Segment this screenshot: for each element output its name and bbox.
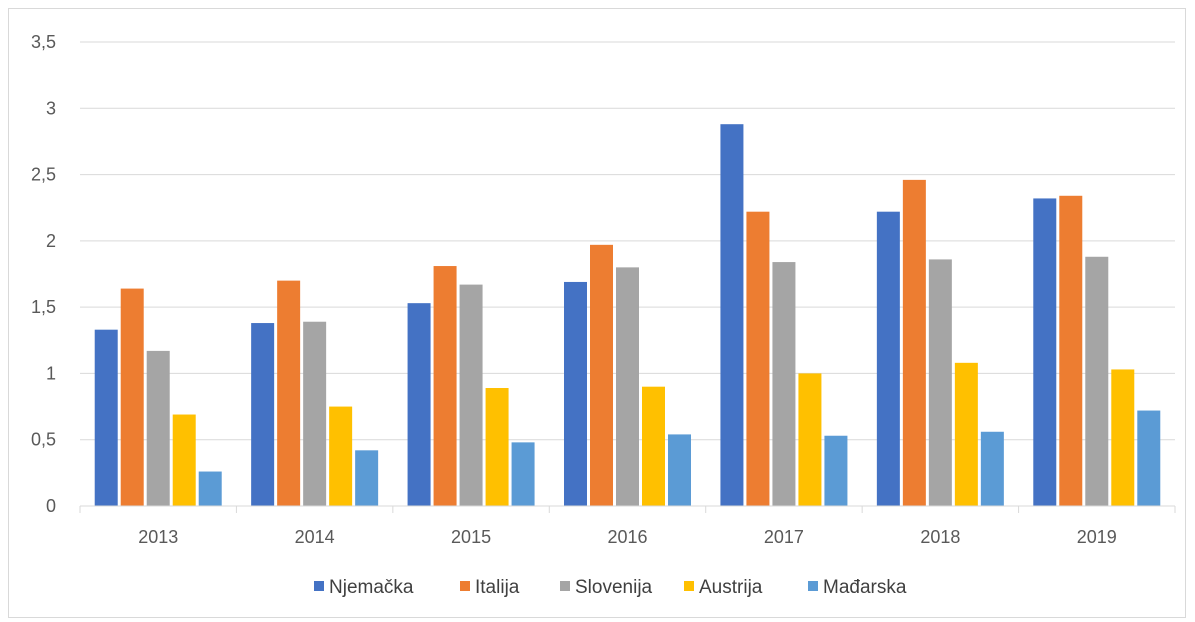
bar-2016-series-3 [642,386,665,506]
bar-2017-series-3 [798,373,822,506]
legend-swatch [808,581,818,591]
bar-2019-series-2 [1085,256,1109,506]
bar-2018-series-3 [954,362,978,506]
legend: Njemačka Italija Slovenija Austrija Mađarska [314,577,907,598]
legend-item: Italija [460,577,520,598]
bar-2017-series-1 [746,211,770,507]
y-tick-label: 0 [46,496,56,516]
bar-2014-series-0 [251,323,275,506]
legend-label: Njemačka [329,577,414,598]
bar-2019-series-1 [1059,195,1083,507]
y-tick-label: 1,5 [31,297,56,317]
bars [94,124,1161,507]
bar-2017-series-0 [720,124,744,507]
bar-2019-series-0 [1033,198,1057,507]
bar-2015-series-1 [433,266,457,506]
bar-2014-series-1 [277,280,301,506]
bar-2016-series-2 [616,267,639,506]
bar-2013-series-3 [172,414,196,506]
y-tick-label: 2 [46,231,56,251]
legend-swatch [314,581,324,591]
bar-2017-series-2 [772,262,796,506]
x-tick-label: 2018 [920,527,960,547]
y-tick-label: 0,5 [31,430,56,450]
legend-label: Slovenija [575,577,653,598]
bar-2014-series-2 [303,321,327,506]
bar-2019-series-3 [1111,369,1135,506]
x-tick-label: 2016 [607,527,647,547]
bar-2013-series-4 [198,471,222,506]
legend-item: Njemačka [314,577,414,598]
legend-swatch [460,581,470,591]
bar-2015-series-2 [459,284,483,506]
legend-item: Mađarska [808,577,907,598]
y-tick-label: 3 [46,98,56,118]
bar-2014-series-3 [329,406,353,506]
bar-2016-series-0 [564,281,587,506]
legend-item: Slovenija [560,577,653,598]
x-axis [79,505,1176,513]
bar-2019-series-4 [1137,410,1161,506]
legend-label: Mađarska [823,577,907,598]
bar-2014-series-4 [355,450,379,506]
legend-swatch [684,581,694,591]
bar-2018-series-1 [902,179,926,507]
x-tick-label: 2014 [295,527,335,547]
x-tick-label: 2017 [764,527,804,547]
bar-2018-series-2 [928,259,952,506]
bar-2013-series-2 [146,350,170,506]
legend-label: Austrija [699,577,763,598]
y-tick-label: 1 [46,363,56,383]
bar-2016-series-4 [668,434,691,506]
bar-2018-series-0 [876,211,900,507]
legend-swatch [560,581,570,591]
y-tick-label: 3,5 [31,32,56,52]
x-tick-label: 2015 [451,527,491,547]
bar-2017-series-4 [824,435,848,506]
y-axis-tick-labels: 0 0,5 1 1,5 2 2,5 3 3,5 [31,32,56,516]
bar-2015-series-4 [511,442,535,506]
legend-item: Austrija [684,577,763,598]
x-tick-label: 2019 [1077,527,1117,547]
bar-2013-series-0 [94,329,118,506]
bar-2013-series-1 [120,288,144,506]
bar-2015-series-0 [407,303,431,506]
bar-2018-series-4 [980,431,1004,506]
x-axis-tick-labels: 2013 2014 2015 2016 2017 2018 2019 [138,527,1117,547]
bar-2016-series-1 [590,244,613,506]
y-tick-label: 2,5 [31,165,56,185]
legend-label: Italija [475,577,520,598]
x-tick-label: 2013 [138,527,178,547]
bar-2015-series-3 [485,388,509,506]
